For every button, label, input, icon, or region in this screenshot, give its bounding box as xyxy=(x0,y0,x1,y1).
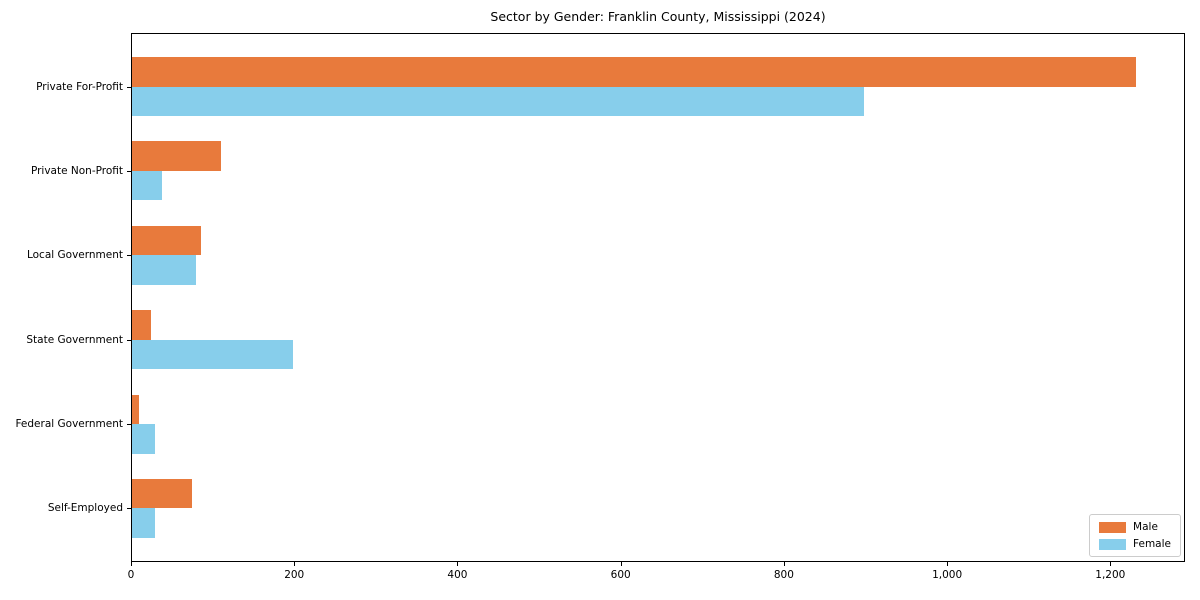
x-tick-label: 200 xyxy=(284,569,305,581)
x-tick-label: 0 xyxy=(127,569,135,581)
bar-female-private-for-profit xyxy=(132,86,865,117)
legend-label-male: Male xyxy=(1133,521,1158,533)
x-tick-mark xyxy=(620,562,622,566)
y-tick-mark xyxy=(127,86,131,88)
legend-item-male: Male xyxy=(1099,521,1171,533)
legend-item-female: Female xyxy=(1099,538,1171,550)
bar-female-state-government xyxy=(132,339,293,370)
x-tick-mark xyxy=(783,562,785,566)
x-tick-label: 400 xyxy=(447,569,468,581)
legend-swatch-female-icon xyxy=(1099,538,1127,550)
y-tick-mark xyxy=(127,170,131,172)
y-tick-label-private-non-profit: Private Non-Profit xyxy=(30,164,123,177)
bar-male-state-government xyxy=(132,310,151,340)
bar-female-federal-government xyxy=(132,424,155,454)
bar-female-private-non-profit xyxy=(132,170,163,201)
bar-male-federal-government xyxy=(132,394,140,425)
y-tick-label-state-government: State Government xyxy=(26,333,123,346)
bar-male-private-for-profit xyxy=(132,57,1136,87)
x-tick-mark xyxy=(457,562,459,566)
x-tick-mark xyxy=(294,562,296,566)
y-tick-mark xyxy=(127,255,131,257)
chart-title: Sector by Gender: Franklin County, Missi… xyxy=(490,9,826,24)
y-tick-label-federal-government: Federal Government xyxy=(15,418,123,431)
y-tick-label-self-employed: Self-Employed xyxy=(47,502,123,515)
bar-male-private-non-profit xyxy=(132,141,221,171)
y-tick-mark xyxy=(127,339,131,341)
bar-female-local-government xyxy=(132,255,196,285)
y-tick-mark xyxy=(127,508,131,510)
x-tick-label: 600 xyxy=(610,569,631,581)
x-tick-mark xyxy=(131,562,132,566)
y-tick-label-private-for-profit: Private For-Profit xyxy=(36,80,123,93)
plot-area xyxy=(131,33,1185,562)
bar-female-self-employed xyxy=(132,508,155,538)
x-tick-label: 800 xyxy=(773,569,794,581)
bar-male-self-employed xyxy=(132,478,192,509)
x-tick-label: 1,200 xyxy=(1095,569,1126,581)
x-tick-mark xyxy=(1110,562,1112,566)
y-tick-label-local-government: Local Government xyxy=(26,249,123,262)
y-tick-mark xyxy=(127,424,131,426)
legend: Male Female xyxy=(1089,514,1181,557)
x-tick-mark xyxy=(947,562,949,566)
legend-swatch-male-icon xyxy=(1099,521,1127,533)
bar-male-local-government xyxy=(132,225,201,256)
legend-label-female: Female xyxy=(1133,538,1171,550)
x-tick-label: 1,000 xyxy=(932,569,963,581)
